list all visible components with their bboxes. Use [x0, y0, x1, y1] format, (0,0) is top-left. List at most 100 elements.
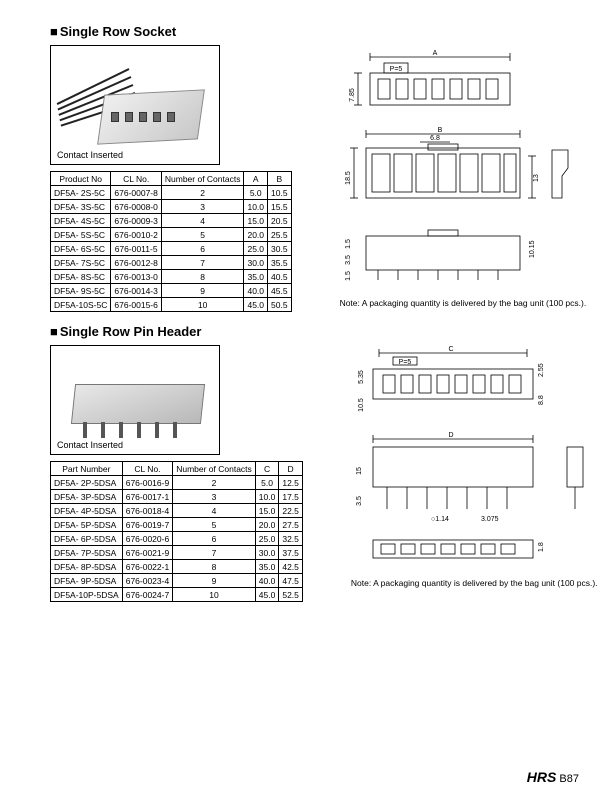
table-cell: 15.5 [268, 200, 292, 214]
table-header-cell: D [279, 462, 303, 476]
table-cell: 5 [161, 228, 244, 242]
table-cell: 5.0 [255, 476, 279, 490]
table-cell: 45.5 [268, 284, 292, 298]
table-row: DF5A- 5S-5C676-0010-2520.025.5 [51, 228, 292, 242]
table-row: DF5A- 2S-5C676-0007-825.010.5 [51, 186, 292, 200]
table-cell: DF5A- 2P-5DSA [51, 476, 123, 490]
table-row: DF5A- 4S-5C676-0009-3415.020.5 [51, 214, 292, 228]
table-cell: 676-0022-1 [122, 560, 172, 574]
table-cell: 4 [173, 504, 256, 518]
socket-front-diagram: B 6.8 18.5 13 [310, 126, 590, 216]
svg-text:13: 13 [533, 174, 540, 182]
table-cell: 676-0014-3 [111, 284, 161, 298]
header-front-diagram: D 15 3.5 ○1.14 3.075 [321, 431, 609, 526]
svg-text:C: C [448, 346, 453, 353]
table-row: DF5A- 9P-5DSA676-0023-4940.047.5 [51, 574, 303, 588]
table-header-cell: CL No. [111, 172, 161, 186]
table-cell: DF5A-10S-5C [51, 298, 111, 312]
svg-text:3.5: 3.5 [345, 255, 352, 265]
table-cell: 676-0009-3 [111, 214, 161, 228]
header-top-diagram: C P=5 5.35 2.55 10.5 8.8 [321, 345, 609, 425]
table-cell: 25.0 [255, 532, 279, 546]
table-cell: DF5A- 6S-5C [51, 242, 111, 256]
table-cell: 32.5 [279, 532, 303, 546]
table-cell: 8 [161, 270, 244, 284]
table-cell: 676-0024-7 [122, 588, 172, 602]
table-cell: DF5A- 7P-5DSA [51, 546, 123, 560]
table-cell: DF5A- 4P-5DSA [51, 504, 123, 518]
table-row: DF5A- 9S-5C676-0014-3940.045.5 [51, 284, 292, 298]
header-bottom-diagram: 1.8 [321, 532, 609, 572]
socket-top-diagram: A P=5 7.85 [310, 45, 590, 120]
table-cell: DF5A- 2S-5C [51, 186, 111, 200]
svg-text:3.5: 3.5 [356, 496, 363, 506]
table-cell: 676-0021-9 [122, 546, 172, 560]
table-cell: 30.5 [268, 242, 292, 256]
table-header-cell: Number of Contacts [173, 462, 256, 476]
svg-text:1.5: 1.5 [345, 271, 352, 281]
table-cell: 25.0 [244, 242, 268, 256]
table-cell: 45.0 [244, 298, 268, 312]
table-cell: 20.5 [268, 214, 292, 228]
table-cell: 9 [161, 284, 244, 298]
svg-text:○1.14: ○1.14 [431, 516, 449, 523]
svg-text:10.15: 10.15 [529, 240, 536, 258]
table-cell: 676-0012-8 [111, 256, 161, 270]
table-cell: 676-0018-4 [122, 504, 172, 518]
section1-title: Single Row Socket [50, 24, 579, 39]
table-cell: 676-0017-1 [122, 490, 172, 504]
table-row: DF5A- 3P-5DSA676-0017-1310.017.5 [51, 490, 303, 504]
table-cell: 10.0 [255, 490, 279, 504]
table-cell: 22.5 [279, 504, 303, 518]
table-cell: DF5A- 9P-5DSA [51, 574, 123, 588]
table-row: DF5A- 3S-5C676-0008-0310.015.5 [51, 200, 292, 214]
svg-text:2.55: 2.55 [538, 363, 545, 377]
table-row: DF5A-10S-5C676-0015-61045.050.5 [51, 298, 292, 312]
table-cell: 30.0 [244, 256, 268, 270]
svg-text:P=5: P=5 [399, 359, 412, 366]
table-cell: 15.0 [244, 214, 268, 228]
svg-text:D: D [448, 432, 453, 439]
table-cell: DF5A- 5S-5C [51, 228, 111, 242]
table-row: DF5A- 2P-5DSA676-0016-925.012.5 [51, 476, 303, 490]
table-cell: 6 [161, 242, 244, 256]
table-row: DF5A- 7P-5DSA676-0021-9730.037.5 [51, 546, 303, 560]
table-cell: 10.0 [244, 200, 268, 214]
table-cell: 5.0 [244, 186, 268, 200]
table-cell: 2 [161, 186, 244, 200]
table-cell: DF5A-10P-5DSA [51, 588, 123, 602]
table-cell: 676-0015-6 [111, 298, 161, 312]
table-cell: 676-0011-5 [111, 242, 161, 256]
table-cell: 40.0 [255, 574, 279, 588]
table-cell: DF5A- 3P-5DSA [51, 490, 123, 504]
table-cell: 15.0 [255, 504, 279, 518]
table-cell: 25.5 [268, 228, 292, 242]
table-cell: DF5A- 8S-5C [51, 270, 111, 284]
table-header-cell: A [244, 172, 268, 186]
table-cell: 45.0 [255, 588, 279, 602]
table-cell: 676-0010-2 [111, 228, 161, 242]
table-row: DF5A- 8P-5DSA676-0022-1835.042.5 [51, 560, 303, 574]
socket-note: Note: A packaging quantity is delivered … [310, 298, 590, 310]
table-cell: DF5A- 4S-5C [51, 214, 111, 228]
table-row: DF5A- 5P-5DSA676-0019-7520.027.5 [51, 518, 303, 532]
table-cell: 35.0 [255, 560, 279, 574]
table-cell: 50.5 [268, 298, 292, 312]
table-cell: 40.0 [244, 284, 268, 298]
table-header-cell: Number of Contacts [161, 172, 244, 186]
table-cell: 40.5 [268, 270, 292, 284]
table-row: DF5A- 6S-5C676-0011-5625.030.5 [51, 242, 292, 256]
svg-text:B: B [437, 127, 442, 134]
table-cell: 2 [173, 476, 256, 490]
table-cell: DF5A- 6P-5DSA [51, 532, 123, 546]
table-cell: 676-0023-4 [122, 574, 172, 588]
svg-text:3.075: 3.075 [481, 516, 499, 523]
socket-table: Product NoCL No.Number of ContactsAB DF5… [50, 171, 292, 312]
header-note: Note: A packaging quantity is delivered … [321, 578, 609, 590]
header-image-box: Contact Inserted [50, 345, 220, 455]
table-row: DF5A-10P-5DSA676-0024-71045.052.5 [51, 588, 303, 602]
table-cell: 12.5 [279, 476, 303, 490]
socket-caption: Contact Inserted [57, 150, 123, 160]
table-cell: 6 [173, 532, 256, 546]
brand-logo: HRS [527, 769, 557, 785]
